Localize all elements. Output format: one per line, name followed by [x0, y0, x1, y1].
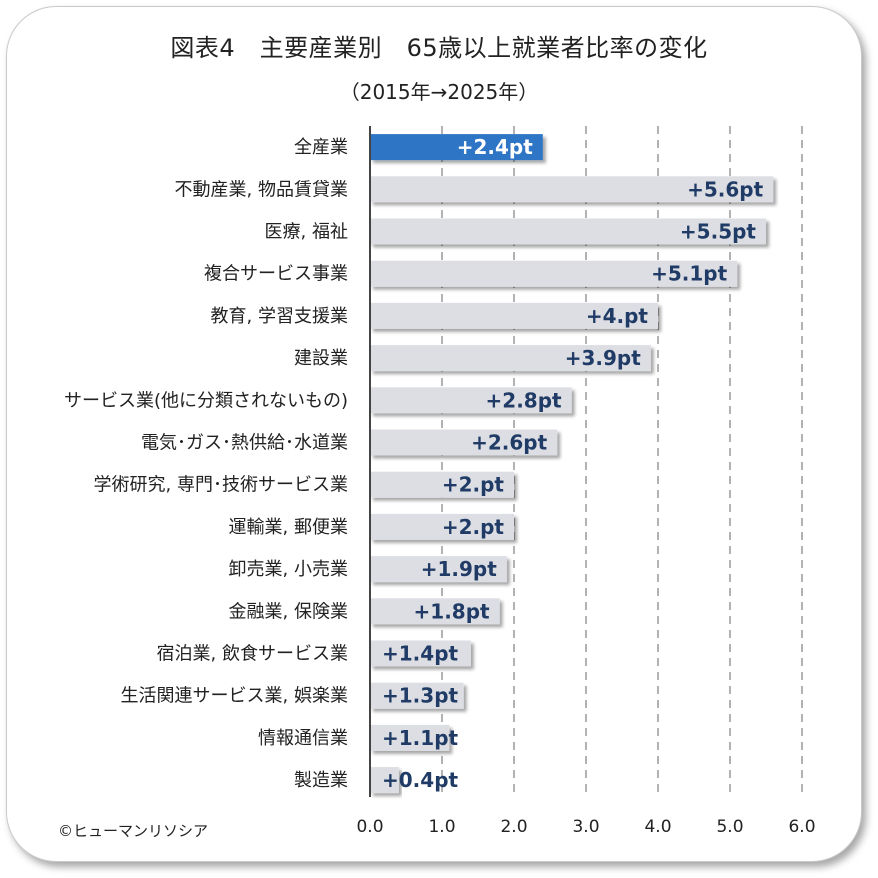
bar [370, 134, 543, 161]
chart-title: 図表4 主要産業別 65歳以上就業者比率の変化 [170, 34, 708, 62]
category-label: 金融業, 保険業 [229, 601, 348, 622]
category-label: 建設業 [294, 348, 348, 369]
data-label: +1.9pt [421, 557, 498, 581]
x-tick-label: 6.0 [788, 817, 815, 837]
x-tick-label: 1.0 [428, 817, 455, 837]
category-label: 宿泊業, 飲食サービス業 [157, 644, 348, 665]
category-label: 生活関連サービス業, 娯楽業 [121, 686, 348, 707]
data-label: +2.6pt [471, 431, 548, 455]
bar [370, 260, 738, 287]
data-label: +1.3pt [382, 684, 459, 708]
category-label: 医療, 福祉 [265, 222, 348, 243]
bar [370, 682, 464, 709]
data-label: +2.8pt [486, 388, 563, 412]
data-label: +2.4pt [457, 135, 534, 159]
x-tick-label: 3.0 [572, 817, 599, 837]
bar [370, 345, 651, 372]
bar [370, 218, 766, 245]
bar [370, 513, 514, 540]
data-label: +2.pt [442, 515, 505, 539]
category-label: 卸売業, 小売業 [229, 559, 348, 580]
data-label: +5.5pt [680, 220, 757, 244]
category-label: サービス業(他に分類されないもの) [64, 390, 348, 411]
x-tick-label: 5.0 [716, 817, 743, 837]
category-label: 学術研究, 専門･技術サービス業 [94, 475, 348, 496]
data-label: +1.1pt [382, 726, 459, 750]
category-label: 情報通信業 [258, 728, 348, 749]
data-label: +3.9pt [565, 346, 642, 370]
bar [370, 387, 572, 414]
category-label: 教育, 学習支援業 [211, 306, 348, 327]
data-label: +2.pt [442, 473, 505, 497]
x-tick-label: 0.0 [356, 817, 383, 837]
bar [370, 767, 399, 794]
bar [370, 429, 558, 456]
data-label: +0.4pt [382, 768, 459, 792]
data-label: +5.6pt [687, 177, 764, 201]
data-label: +4.pt [586, 304, 649, 328]
bar [370, 302, 658, 329]
x-tick-label: 2.0 [500, 817, 527, 837]
x-tick-label: 4.0 [644, 817, 671, 837]
data-label: +1.8pt [414, 599, 491, 623]
bar [370, 471, 514, 498]
category-label: 運輸業, 郵便業 [229, 517, 348, 538]
bar [370, 176, 774, 203]
chart-subtitle: （2015年→2025年） [339, 80, 539, 104]
category-label: 不動産業, 物品賃貸業 [175, 179, 348, 200]
category-label: 電気･ガス･熱供給･水道業 [141, 433, 348, 454]
copyright-text: ©ヒューマンリソシア [58, 822, 209, 840]
category-label: 製造業 [294, 770, 348, 791]
bar [370, 640, 471, 667]
category-label: 複合サービス事業 [204, 264, 348, 285]
category-label: 全産業 [294, 137, 348, 158]
data-label: +5.1pt [651, 262, 728, 286]
bar [370, 598, 500, 625]
bar [370, 556, 507, 583]
data-label: +1.4pt [382, 642, 459, 666]
bar [370, 724, 450, 751]
